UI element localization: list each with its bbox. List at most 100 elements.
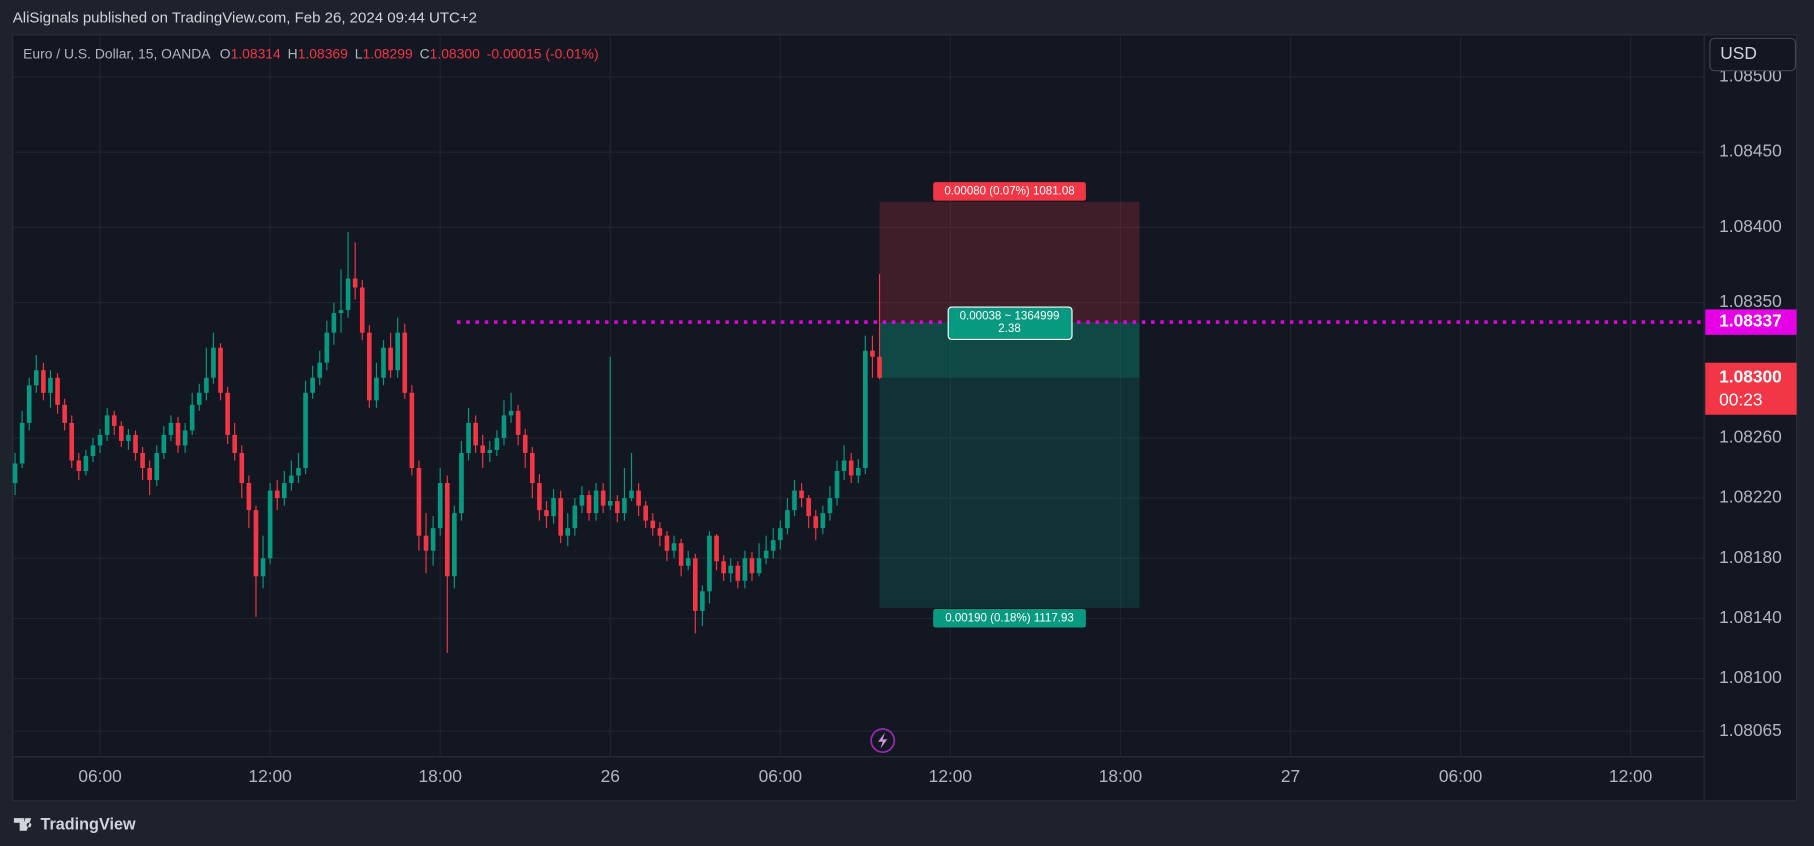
candle-body bbox=[388, 347, 393, 371]
candle-body bbox=[820, 513, 826, 529]
candle-body bbox=[792, 490, 797, 511]
x-tick-label: 18:00 bbox=[418, 766, 461, 786]
candle-body bbox=[246, 483, 252, 511]
y-tick-label: 1.08065 bbox=[1719, 720, 1782, 740]
target-label: 0.00190 (0.18%) 1117.93 bbox=[945, 612, 1074, 624]
legend-high: 1.08369 bbox=[298, 45, 348, 61]
candle-body bbox=[76, 460, 82, 472]
candle-body bbox=[317, 362, 323, 378]
candle-body bbox=[522, 434, 528, 453]
candle-body bbox=[799, 490, 804, 499]
candle-body bbox=[367, 332, 372, 401]
candle-body bbox=[168, 422, 174, 435]
x-tick-label: 18:00 bbox=[1099, 766, 1142, 786]
candle-body bbox=[515, 410, 521, 435]
candle-body bbox=[303, 392, 308, 469]
candle-body bbox=[622, 498, 627, 514]
candle-body bbox=[863, 350, 868, 469]
currency[interactable]: USD bbox=[1720, 43, 1757, 63]
candle-body bbox=[402, 332, 408, 393]
candle-body bbox=[848, 460, 854, 476]
candle-body bbox=[586, 495, 592, 514]
x-tick-label: 27 bbox=[1281, 766, 1300, 786]
x-tick-label: 06:00 bbox=[759, 766, 802, 786]
candle-body bbox=[735, 565, 741, 581]
stop-label: 0.00080 (0.07%) 1081.08 bbox=[944, 185, 1074, 197]
candle-body bbox=[218, 347, 223, 393]
last-price-label: 1.08300 bbox=[1719, 366, 1782, 386]
event-icon[interactable] bbox=[878, 732, 888, 749]
candle-body bbox=[529, 452, 535, 484]
candle-body bbox=[636, 490, 641, 506]
candle-body bbox=[225, 392, 230, 435]
currency-button[interactable] bbox=[1709, 37, 1797, 72]
target-zone bbox=[879, 322, 1140, 608]
entry-label: 0.00038 ~ 1364999 bbox=[960, 310, 1060, 322]
brand: TradingView bbox=[40, 815, 135, 833]
candle-body bbox=[296, 468, 301, 476]
candle-body bbox=[742, 558, 748, 581]
candle-body bbox=[196, 392, 202, 405]
candle-body bbox=[494, 437, 500, 450]
candle-body bbox=[444, 483, 450, 577]
x-tick-label: 12:00 bbox=[248, 766, 291, 786]
candle-body bbox=[664, 535, 670, 551]
candle-body bbox=[374, 377, 379, 401]
candle-body bbox=[48, 377, 53, 393]
candle-body bbox=[778, 528, 783, 541]
candle-body bbox=[33, 370, 39, 386]
y-tick-label: 1.08450 bbox=[1719, 141, 1782, 161]
candle-body bbox=[643, 505, 649, 521]
candle-body bbox=[700, 591, 705, 611]
candle-body bbox=[119, 425, 124, 441]
y-tick-label: 1.08350 bbox=[1719, 291, 1782, 311]
candle-body bbox=[671, 543, 677, 551]
candle-body bbox=[459, 452, 464, 514]
candle-body bbox=[572, 505, 578, 529]
candle-body bbox=[728, 565, 734, 574]
candle-body bbox=[111, 415, 117, 426]
candle-body bbox=[537, 483, 542, 511]
candle-body bbox=[501, 415, 507, 438]
candle-body bbox=[331, 313, 337, 333]
candle-body bbox=[508, 410, 514, 416]
candle-body bbox=[657, 528, 663, 536]
candle-body bbox=[749, 558, 755, 574]
stop-zone bbox=[879, 201, 1140, 323]
candle-body bbox=[877, 356, 882, 378]
candle-body bbox=[289, 475, 294, 484]
alert-label: 1.08337 bbox=[1719, 311, 1782, 331]
candle-body bbox=[310, 377, 315, 393]
candle-body bbox=[558, 498, 563, 536]
candle-body bbox=[756, 558, 762, 574]
candle-body bbox=[239, 452, 245, 484]
candle-body bbox=[615, 501, 620, 514]
candle-body bbox=[133, 434, 138, 453]
candle-body bbox=[381, 347, 386, 378]
candle-body bbox=[827, 498, 833, 514]
candle-body bbox=[423, 535, 429, 551]
candle-body bbox=[338, 310, 344, 314]
legend-change: -0.00015 (-0.01%) bbox=[487, 45, 599, 61]
candle-body bbox=[83, 455, 89, 472]
candle-body bbox=[182, 430, 188, 446]
legend-symbol: Euro / U.S. Dollar, 15, OANDA bbox=[23, 45, 211, 61]
candle-body bbox=[232, 434, 238, 453]
candle-body bbox=[870, 350, 875, 357]
candle-body bbox=[104, 415, 110, 435]
candle-body bbox=[473, 422, 478, 446]
candle-body bbox=[685, 558, 691, 566]
candle-body bbox=[175, 422, 181, 446]
candle-body bbox=[466, 422, 471, 453]
candle-body bbox=[855, 468, 861, 476]
candle-body bbox=[841, 460, 847, 472]
legend-low: 1.08299 bbox=[363, 45, 413, 61]
legend-h: H bbox=[288, 45, 298, 61]
event-icon-ring[interactable] bbox=[870, 728, 896, 754]
candle-body bbox=[41, 370, 46, 393]
candle-body bbox=[770, 540, 776, 551]
legend-open: 1.08314 bbox=[231, 45, 281, 61]
candle-body bbox=[806, 498, 811, 517]
candle-body bbox=[140, 452, 145, 469]
